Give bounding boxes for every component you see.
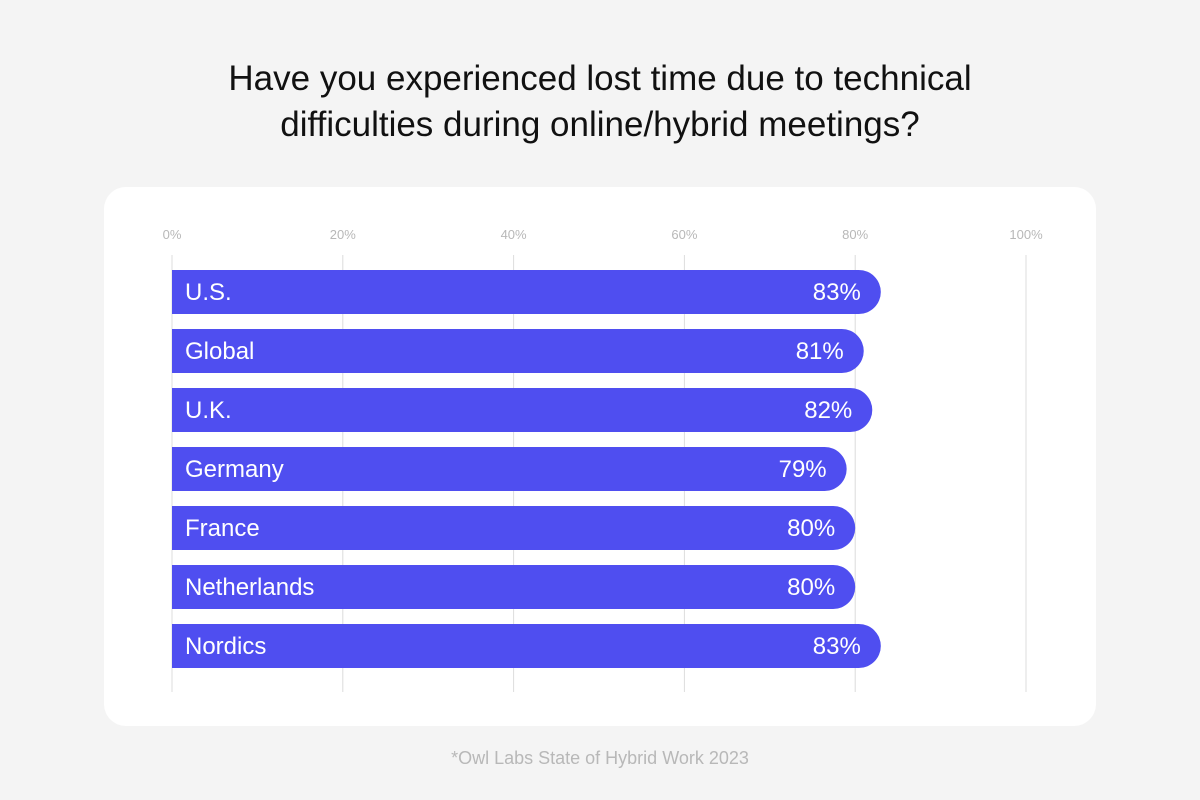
tick-label-100: 100% bbox=[1009, 227, 1043, 242]
category-label: Global bbox=[185, 338, 254, 365]
value-label: 83% bbox=[813, 633, 861, 660]
bar-nordics bbox=[172, 624, 881, 668]
bar-global bbox=[172, 329, 864, 373]
bar-u-k bbox=[172, 388, 873, 432]
bar-u-s bbox=[172, 270, 881, 314]
value-label: 83% bbox=[813, 279, 861, 306]
value-label: 79% bbox=[779, 456, 827, 483]
category-label: Netherlands bbox=[185, 574, 314, 601]
category-label: France bbox=[185, 515, 260, 542]
value-label: 82% bbox=[804, 397, 852, 424]
bar-chart: 0% 20% 40% 60% 80% 100% U.S. 83% Global 81% U.K. 82… bbox=[163, 227, 1043, 692]
tick-label-40: 40% bbox=[501, 227, 527, 242]
category-label: U.K. bbox=[185, 397, 232, 424]
chart-title-line-2: difficulties during online/hybrid meetin… bbox=[280, 105, 920, 144]
bar-germany bbox=[172, 447, 847, 491]
tick-label-60: 60% bbox=[671, 227, 697, 242]
tick-label-80: 80% bbox=[842, 227, 868, 242]
source-note: *Owl Labs State of Hybrid Work 2023 bbox=[451, 748, 749, 768]
category-label: Germany bbox=[185, 456, 284, 483]
value-label: 80% bbox=[787, 515, 835, 542]
category-label: Nordics bbox=[185, 633, 266, 660]
value-label: 81% bbox=[796, 338, 844, 365]
tick-label-0: 0% bbox=[163, 227, 182, 242]
chart-card: 0% 20% 40% 60% 80% 100% U.S. 83% Global 81% U.K. 82… bbox=[104, 187, 1096, 726]
value-label: 80% bbox=[787, 574, 835, 601]
tick-label-20: 20% bbox=[330, 227, 356, 242]
bar-netherlands bbox=[172, 565, 856, 609]
chart-title: Have you experienced lost time due to te… bbox=[0, 56, 1200, 148]
bar-france bbox=[172, 506, 856, 550]
category-label: U.S. bbox=[185, 279, 232, 306]
chart-title-line-1: Have you experienced lost time due to te… bbox=[228, 59, 972, 98]
